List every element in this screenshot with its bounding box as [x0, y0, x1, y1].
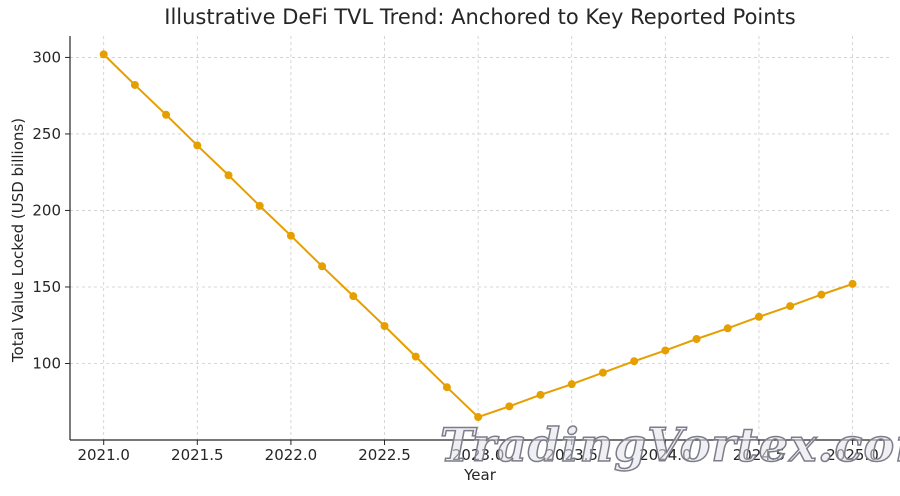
y-tick-label: 250: [32, 125, 61, 143]
data-point: [99, 50, 108, 59]
x-tick-label: 2023.5: [545, 446, 598, 464]
data-point: [162, 110, 171, 119]
data-point: [193, 141, 202, 150]
y-tick-label: 200: [32, 201, 61, 219]
data-point: [442, 383, 451, 392]
data-point: [848, 279, 857, 288]
data-point: [411, 352, 420, 361]
data-point: [349, 292, 358, 301]
x-tick-label: 2021.5: [171, 446, 224, 464]
x-tick-label: 2022.0: [265, 446, 318, 464]
axes: [69, 36, 890, 441]
data-point: [817, 290, 826, 299]
data-point: [630, 357, 639, 366]
x-tick-label: 2024.0: [639, 446, 692, 464]
data-point: [130, 80, 139, 89]
grid-lines: [70, 36, 890, 440]
x-tick-label: 2025.0: [826, 446, 879, 464]
y-axis-label: Total Value Locked (USD billions): [9, 117, 27, 363]
data-point: [723, 324, 732, 333]
data-point: [505, 402, 514, 411]
x-tick-label: 2021.0: [77, 446, 130, 464]
x-ticks: 2021.0 2021.5 2022.0 2022.5 2023.0 2023.5 2024…: [77, 440, 879, 464]
x-tick-label: 2024.5: [733, 446, 786, 464]
data-point: [754, 312, 763, 321]
data-point: [224, 171, 233, 180]
data-point: [318, 262, 327, 271]
data-point: [474, 413, 483, 422]
x-tick-label: 2023.0: [452, 446, 505, 464]
watermark: TradingVortex.com: [439, 417, 900, 473]
data-point: [255, 201, 264, 210]
data-point: [692, 335, 701, 343]
series-layer: [99, 50, 857, 422]
data-point: [567, 380, 576, 389]
x-axis-label: Year: [464, 466, 496, 484]
data-point: [598, 368, 607, 377]
data-point: [286, 231, 295, 240]
y-ticks: 100 150 200 250 300: [32, 48, 70, 372]
data-point: [380, 321, 389, 330]
chart-title: Illustrative DeFi TVL Trend: Anchored to…: [164, 5, 796, 29]
y-tick-label: 100: [32, 354, 61, 372]
data-point: [661, 346, 670, 355]
data-point: [536, 390, 545, 399]
data-point: [786, 302, 795, 311]
y-tick-label: 150: [32, 278, 61, 296]
y-tick-label: 300: [32, 48, 61, 66]
x-tick-label: 2022.5: [358, 446, 411, 464]
